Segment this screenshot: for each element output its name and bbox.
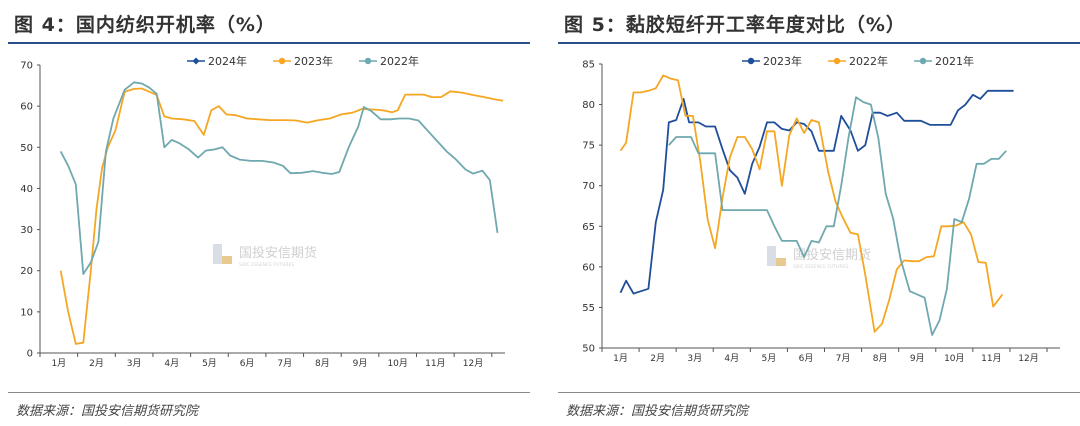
legend-item: 2021年 [914,54,974,68]
y-tick-label: 40 [20,184,33,195]
watermark-logo-block [776,258,786,266]
series-line-2022年 [59,81,499,275]
watermark-logo-bar [213,244,222,264]
series-line-2022年 [619,74,1004,333]
x-tick-label: 4月 [164,358,179,369]
series-line-2023年 [59,87,504,345]
x-tick-label: 12月 [463,358,483,369]
x-tick-label: 9月 [353,358,368,369]
y-tick-label: 60 [20,102,33,113]
legend-label: 2021年 [935,54,974,68]
x-tick-label: 2月 [89,358,104,369]
x-tick-label: 9月 [910,353,925,364]
x-tick-label: 10月 [944,353,964,364]
watermark-text: 国投安信期货 [793,247,871,263]
x-tick-label: 8月 [873,353,888,364]
legend-marker [364,57,372,65]
legend-item: 2022年 [828,54,888,68]
x-tick-label: 5月 [202,358,217,369]
y-tick-label: 85 [582,60,595,71]
y-tick-label: 50 [582,344,595,355]
y-tick-label: 55 [582,303,595,314]
y-tick-label: 75 [582,141,595,152]
watermark-text: 国投安信期货 [239,245,317,261]
right-title-rule [558,42,1080,44]
left-panel: 图 4：国内纺织开机率（%） 国投安信期货 SDIC ESSENCE FUTURE… [0,0,530,426]
legend-label: 2024年 [208,54,247,68]
right-figure-title: 图 5：黏胶短纤开工率年度对比（%） [564,14,906,36]
legend-item: 2023年 [742,54,802,68]
x-tick-label: 8月 [315,358,330,369]
legend-label: 2023年 [763,54,802,68]
x-tick-label: 3月 [127,358,142,369]
x-tick-label: 4月 [724,353,739,364]
legend-label: 2022年 [380,54,419,68]
x-tick-label: 7月 [836,353,851,364]
x-tick-label: 1月 [613,353,628,364]
legend-marker [192,57,200,65]
x-tick-label: 3月 [687,353,702,364]
legend-marker [833,57,841,65]
y-tick-label: 70 [20,61,33,72]
y-tick-label: 70 [582,181,595,192]
x-tick-label: 12月 [1018,353,1038,364]
legend-marker [278,57,286,65]
x-tick-label: 7月 [277,358,292,369]
watermark-text-en: SDIC ESSENCE FUTURES [239,262,294,268]
legend-item: 2024年 [187,54,247,68]
x-tick-label: 5月 [762,353,777,364]
y-tick-label: 60 [582,262,595,273]
x-tick-label: 11月 [425,358,445,369]
series-line-2023年 [619,89,1014,295]
x-tick-label: 6月 [799,353,814,364]
legend: 2023年 2022年 2021年 [742,54,974,68]
legend-label: 2022年 [849,54,888,68]
x-tick-label: 1月 [51,358,66,369]
x-tick-label: 11月 [981,353,1001,364]
legend: 2024年 2023年 2022年 [187,54,419,68]
y-tick-label: 10 [20,307,33,318]
legend-marker [747,57,755,65]
watermark-logo-block [222,256,232,264]
right-panel: 图 5：黏胶短纤开工率年度对比（%） 国投安信期货 SDIC ESSENCE FU… [550,0,1080,426]
x-tick-label: 2月 [650,353,665,364]
watermark-text-en: SDIC ESSENCE FUTURES [793,264,848,270]
y-tick-label: 0 [27,349,33,360]
y-tick-label: 65 [582,222,595,233]
left-figure-title: 图 4：国内纺织开机率（%） [14,14,276,36]
legend-item: 2022年 [359,54,419,68]
y-tick-label: 20 [20,266,33,277]
x-tick-label: 10月 [387,358,407,369]
right-bottom-rule [558,392,1080,393]
left-title-rule [8,42,530,44]
left-bottom-rule [8,392,530,393]
legend-label: 2023年 [294,54,333,68]
y-tick-label: 80 [582,100,595,111]
legend-item: 2023年 [273,54,333,68]
watermark-logo-bar [767,246,776,266]
right-source: 数据来源：国投安信期货研究院 [566,404,749,419]
y-tick-label: 30 [20,225,33,236]
legend-marker [919,57,927,65]
x-tick-label: 6月 [240,358,255,369]
y-tick-label: 50 [20,143,33,154]
left-source: 数据来源：国投安信期货研究院 [16,404,199,419]
series-line-2021年 [668,96,1007,336]
